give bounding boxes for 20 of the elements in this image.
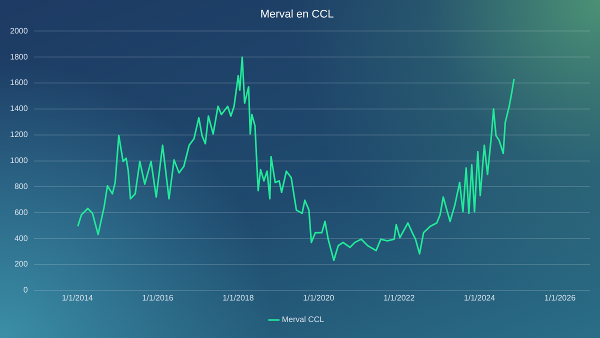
y-tick-label: 400 <box>14 234 28 243</box>
chart-title: Merval en CCL <box>260 8 334 21</box>
x-tick-label: 1/1/2022 <box>384 293 416 302</box>
x-tick-label: 1/1/2014 <box>62 293 94 302</box>
x-tick-label: 1/1/2024 <box>464 293 496 302</box>
y-tick-label: 600 <box>14 208 28 217</box>
y-tick-label: 1600 <box>10 78 28 88</box>
legend-label: Merval CCL <box>282 315 325 324</box>
x-tick-label: 1/1/2016 <box>142 293 174 302</box>
y-tick-label: 1200 <box>10 130 28 140</box>
y-tick-label: 1000 <box>10 156 28 166</box>
y-tick-label: 800 <box>14 182 28 191</box>
x-tick-label: 1/1/2026 <box>544 293 576 302</box>
y-tick-label: 2000 <box>10 26 28 36</box>
x-tick-label: 1/1/2020 <box>303 293 335 302</box>
y-tick-label: 0 <box>23 286 28 295</box>
y-tick-label: 200 <box>14 260 28 269</box>
x-tick-label: 1/1/2018 <box>222 293 254 302</box>
y-tick-label: 1400 <box>10 104 28 114</box>
y-tick-label: 1800 <box>10 52 28 62</box>
